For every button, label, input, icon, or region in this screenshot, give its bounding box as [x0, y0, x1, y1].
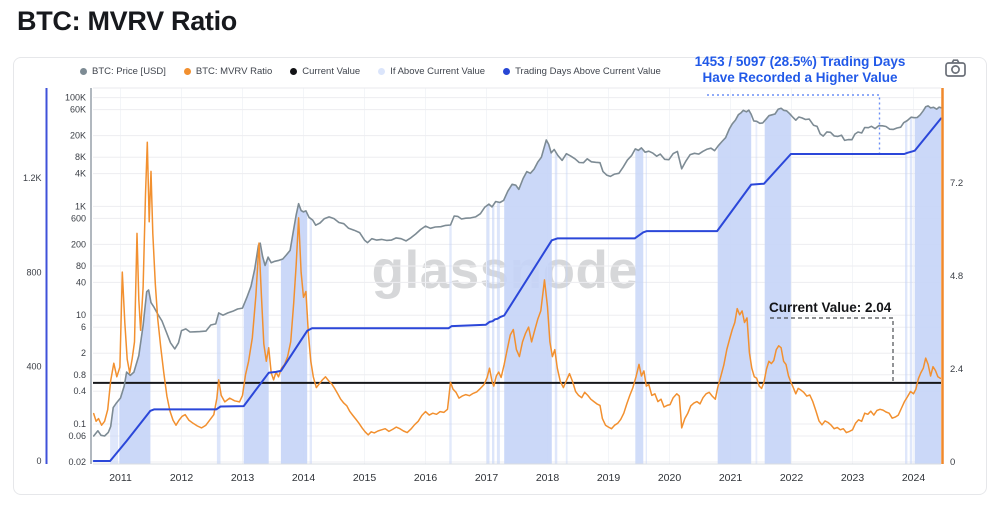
year-axis-tick-label: 2019 — [597, 472, 621, 484]
year-axis-tick-label: 2014 — [292, 472, 316, 484]
price-series-line — [92, 105, 942, 437]
above-current-value-band — [110, 401, 119, 464]
above-current-value-band — [216, 312, 221, 464]
chart-legend: BTC: Price [USD] BTC: MVRV Ratio Current… — [80, 63, 661, 79]
price-series-dot-icon — [80, 67, 87, 75]
days-axis-tick-label: 0 — [36, 456, 41, 466]
price-axis-tick-label: 0.1 — [73, 419, 86, 429]
above-current-value-band — [243, 243, 269, 464]
year-axis-tick-label: 2016 — [414, 472, 438, 484]
price-axis-tick-label: 600 — [71, 213, 86, 223]
above-current-value-band — [755, 121, 758, 464]
year-axis-tick-label: 2015 — [353, 472, 377, 484]
price-axis-tick-label: 80 — [76, 261, 86, 271]
current-value-callout-label: Current Value: 2.04 — [769, 300, 892, 315]
trading-days-pointer-line — [707, 94, 881, 153]
days-axis-tick-label: 800 — [26, 267, 41, 277]
mvrv-axis-tick-label: 2.4 — [950, 364, 963, 375]
legend-label: Trading Days Above Current Value — [515, 65, 661, 77]
current-value-dot-icon — [290, 67, 298, 75]
above-current-value-band — [554, 150, 558, 464]
price-axis-tick-label: 0.06 — [68, 431, 86, 441]
trading-days-series-line — [92, 117, 942, 462]
above-current-value-band — [492, 203, 495, 465]
above-current-value-band — [565, 153, 568, 464]
price-axis-tick-label: 6 — [81, 322, 86, 332]
legend-item-btc-price[interactable]: BTC: Price [USD] — [80, 66, 166, 77]
year-axis-tick-label: 2021 — [719, 472, 743, 484]
year-axis-tick-label: 2018 — [536, 472, 560, 484]
price-axis-tick-label: 0.4 — [73, 386, 86, 396]
mvrv-axis-tick-label: 0 — [950, 457, 955, 468]
days-axis-tick-label: 400 — [26, 362, 41, 372]
days-axis-tick-label: 1.2K — [23, 173, 42, 183]
price-axis-tick-label: 2 — [81, 348, 86, 358]
annotation-line1: 1453 / 5097 (28.5%) Trading Days — [694, 54, 906, 69]
legend-label: BTC: Price [USD] — [92, 65, 166, 77]
legend-label: Current Value — [302, 65, 361, 77]
price-axis-tick-label: 60K — [70, 105, 86, 115]
screenshot-camera-button[interactable] — [944, 58, 968, 78]
legend-label: If Above Current Value — [390, 65, 486, 77]
above-current-value-band — [280, 203, 308, 464]
page-title: BTC: MVRV Ratio — [17, 6, 238, 36]
price-axis-tick-label: 0.8 — [73, 370, 86, 380]
above-band-dot-icon — [378, 67, 386, 75]
year-axis-tick-label: 2012 — [170, 472, 194, 484]
above-current-value-band — [486, 204, 490, 464]
price-axis-tick-label: 20K — [70, 131, 86, 141]
above-current-value-band — [645, 151, 647, 464]
above-current-value-band — [449, 222, 452, 464]
price-axis-tick-label: 0.02 — [68, 457, 86, 467]
price-axis-tick-label: 8K — [75, 152, 86, 162]
year-axis-tick-label: 2017 — [475, 472, 499, 484]
year-axis-tick-label: 2024 — [902, 472, 926, 484]
mvrv-series-dot-icon — [183, 67, 191, 75]
above-current-value-band — [764, 108, 791, 465]
above-current-value-band — [309, 217, 312, 464]
above-current-value-band — [504, 140, 552, 464]
above-current-value-band — [914, 105, 941, 465]
year-axis-tick-label: 2022 — [780, 472, 804, 484]
legend-label: BTC: MVRV Ratio — [195, 65, 273, 77]
legend-item-trading-days-above[interactable]: Trading Days Above Current Value — [503, 66, 661, 77]
above-current-value-band — [909, 117, 913, 464]
year-axis-tick-label: 2020 — [658, 472, 682, 484]
price-axis-tick-label: 10 — [76, 310, 86, 320]
legend-item-mvrv-ratio[interactable]: BTC: MVRV Ratio — [183, 65, 273, 77]
above-current-value-band — [635, 147, 644, 464]
legend-item-current-value[interactable]: Current Value — [290, 66, 360, 77]
mvrv-axis-tick-label: 4.8 — [950, 271, 963, 282]
price-axis-tick-label: 200 — [71, 239, 86, 249]
current-value-pointer-line — [770, 317, 894, 382]
price-axis-tick-label: 4K — [75, 169, 86, 179]
above-current-value-band — [905, 120, 908, 464]
legend-item-if-above-current-value[interactable]: If Above Current Value — [378, 66, 485, 77]
price-axis-tick-label: 1K — [75, 201, 86, 211]
price-axis-tick-label: 40 — [76, 277, 86, 287]
annotation-line2: Have Recorded a Higher Value — [702, 70, 898, 85]
camera-icon — [945, 59, 966, 77]
mvrv-axis-tick-label: 7.2 — [950, 178, 963, 189]
above-current-value-band — [496, 201, 500, 465]
price-axis-tick-label: 100K — [65, 93, 86, 103]
mvrv-series-line — [92, 141, 942, 436]
above-current-value-band — [717, 110, 752, 464]
year-axis-tick-label: 2023 — [841, 472, 865, 484]
year-axis-tick-label: 2011 — [109, 472, 132, 484]
year-axis-tick-label: 2013 — [231, 472, 255, 484]
trading-days-annotation: 1453 / 5097 (28.5%) Trading Days Have Re… — [686, 54, 914, 86]
trading-days-dot-icon — [503, 67, 511, 75]
